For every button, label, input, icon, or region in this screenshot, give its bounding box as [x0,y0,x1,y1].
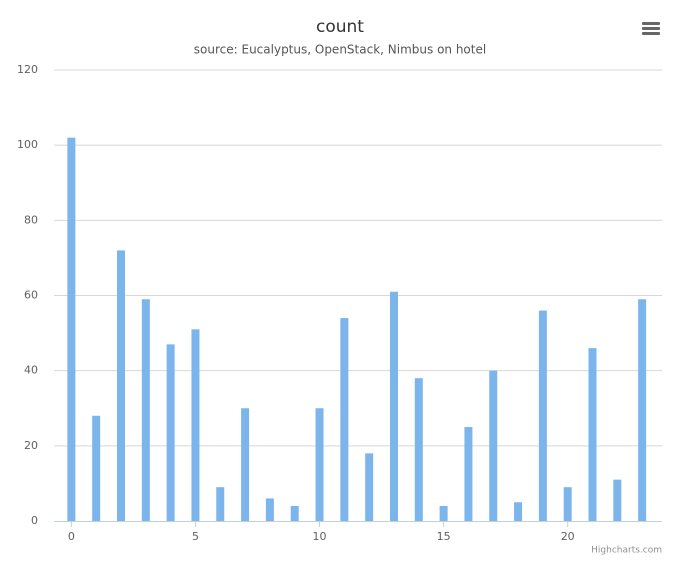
bar [166,344,175,521]
bar [92,415,101,521]
bar [365,453,374,521]
bar [489,370,498,521]
bar [141,299,150,521]
bar [514,502,523,521]
credits[interactable]: Highcharts.com [591,546,662,556]
y-tick-label: 0 [31,514,38,527]
bar [439,505,448,521]
bar [340,318,349,521]
bar [538,310,547,521]
chart-title: count [316,17,364,37]
x-tick-label: 10 [313,530,327,543]
bar [389,291,398,521]
menu-bar [642,32,660,35]
bar [191,329,200,521]
y-tick-label: 60 [24,289,38,302]
menu-bar [642,27,660,30]
menu-button[interactable] [642,22,660,35]
bar [588,348,597,521]
y-tick-label: 120 [17,63,38,76]
x-tick-label: 15 [437,530,451,543]
y-tick-label: 100 [17,138,38,151]
bar [464,427,473,521]
x-tick-label: 0 [68,530,75,543]
bar [613,479,622,521]
y-tick-label: 40 [24,364,38,377]
bar [265,498,274,521]
bar [315,408,324,521]
bar [414,378,423,521]
menu-bar [642,22,660,25]
bar [290,505,299,521]
bar [216,487,225,521]
y-tick-label: 20 [24,439,38,452]
x-tick-label: 5 [192,530,199,543]
bar [241,408,250,521]
x-tick-label: 20 [561,530,575,543]
bar [117,250,126,521]
chart-subtitle: source: Eucalyptus, OpenStack, Nimbus on… [194,43,486,57]
bar [67,137,76,521]
bar [563,487,572,521]
y-tick-label: 80 [24,213,38,226]
bar [638,299,647,521]
